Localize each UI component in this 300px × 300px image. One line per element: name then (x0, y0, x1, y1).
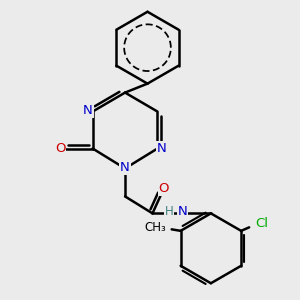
Text: Cl: Cl (256, 218, 268, 230)
Text: O: O (55, 142, 65, 155)
Text: N: N (178, 205, 187, 218)
Text: CH₃: CH₃ (145, 221, 167, 234)
Text: O: O (159, 182, 169, 195)
Text: N: N (83, 104, 93, 117)
Text: N: N (157, 142, 167, 155)
Text: H: H (165, 205, 173, 218)
Text: N: N (120, 161, 130, 174)
